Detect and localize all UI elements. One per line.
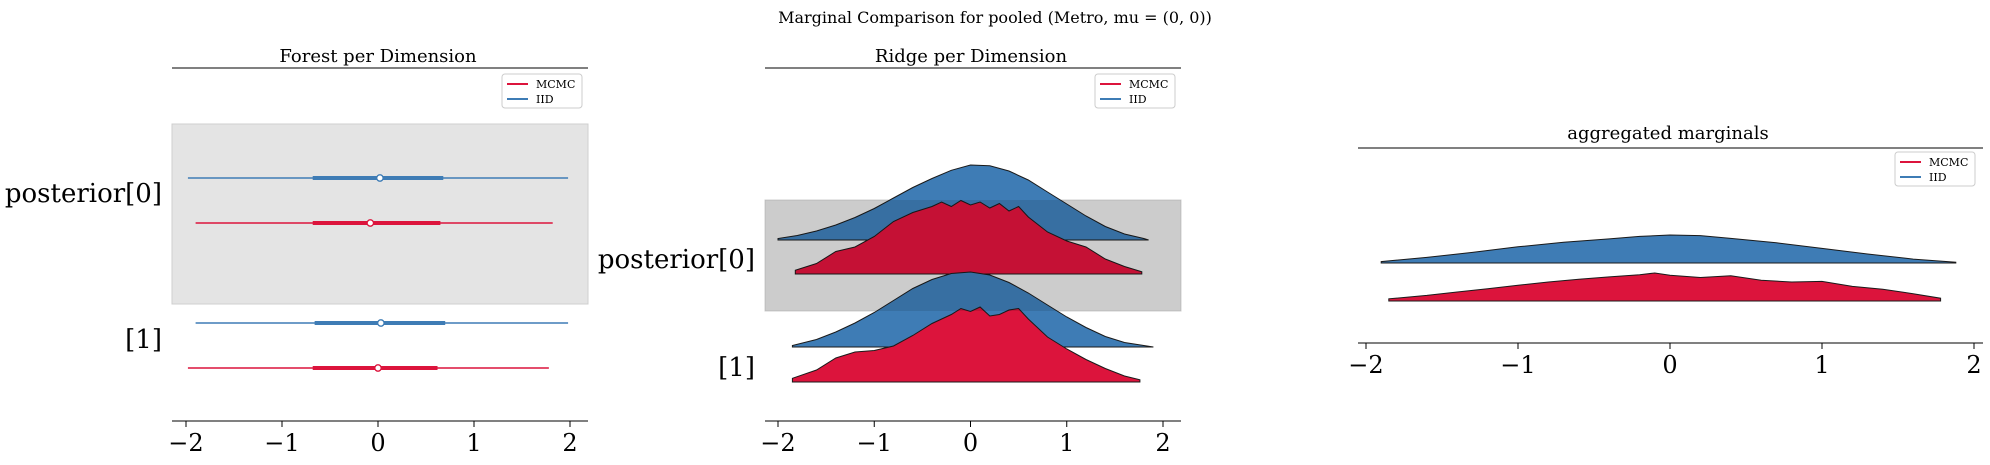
x-tick-label: 2: [1966, 351, 1981, 379]
x-tick-label: −1: [1500, 351, 1535, 379]
aggregated-density-mcmc: [1388, 272, 1942, 302]
x-tick-label: 1: [1814, 351, 1829, 379]
median-marker: [377, 319, 385, 327]
x-tick-label: −1: [264, 429, 299, 457]
forest-panel-title: Forest per Dimension: [279, 46, 477, 67]
legend-mcmc-label: MCMC: [1129, 78, 1168, 91]
x-tick-label: 1: [466, 429, 481, 457]
aggregated-panel-title: aggregated marginals: [1567, 123, 1768, 144]
x-tick-label: −2: [1348, 351, 1383, 379]
aggregated-density-iid: [1380, 234, 1957, 264]
aggregated-panel: aggregated marginals −2 −1 0 1 2 MCMC IID: [1348, 123, 1983, 379]
x-tick-label: 0: [963, 429, 978, 457]
dimension-label: [1]: [125, 325, 162, 355]
dimension-label: [1]: [718, 353, 755, 383]
x-tick-label: −2: [760, 429, 795, 457]
dimension-label: posterior[0]: [5, 179, 162, 209]
x-tick-label: 0: [370, 429, 385, 457]
x-tick-label: 1: [1059, 429, 1074, 457]
ridge-panel-title: Ridge per Dimension: [875, 46, 1068, 67]
x-tick-label: 2: [1155, 429, 1170, 457]
median-marker: [366, 219, 375, 227]
legend-mcmc-label: MCMC: [1929, 156, 1968, 169]
legend-iid-label: IID: [536, 93, 554, 106]
x-tick-label: −2: [168, 429, 203, 457]
median-marker: [374, 364, 382, 372]
x-tick-label: −1: [857, 429, 892, 457]
highlight-band: [171, 123, 589, 305]
forest-panel: Forest per Dimension −2 −1 0 1 2 posterior[0]…: [5, 46, 589, 457]
ridge-panel: Ridge per Dimension −2 −1 0 1 2 posterior[0] […: [598, 46, 1182, 457]
legend-iid-label: IID: [1929, 171, 1947, 184]
forest-legend: MCMC IID: [501, 73, 583, 109]
x-tick-label: 0: [1662, 351, 1677, 379]
figure-suptitle: Marginal Comparison for pooled (Metro, m…: [778, 8, 1212, 27]
x-tick-label: 2: [562, 429, 577, 457]
ridge-density-iid: [791, 271, 1154, 348]
ridge-density-mcmc: [794, 199, 1143, 275]
ridge-density-mcmc: [791, 306, 1141, 383]
ridge-legend: MCMC IID: [1094, 73, 1176, 109]
dimension-label: posterior[0]: [598, 245, 755, 275]
legend-iid-label: IID: [1129, 93, 1147, 106]
legend-mcmc-label: MCMC: [536, 78, 575, 91]
aggregated-legend: MCMC IID: [1894, 151, 1976, 187]
highlight-overlay: [765, 200, 1181, 311]
median-marker: [376, 174, 384, 182]
